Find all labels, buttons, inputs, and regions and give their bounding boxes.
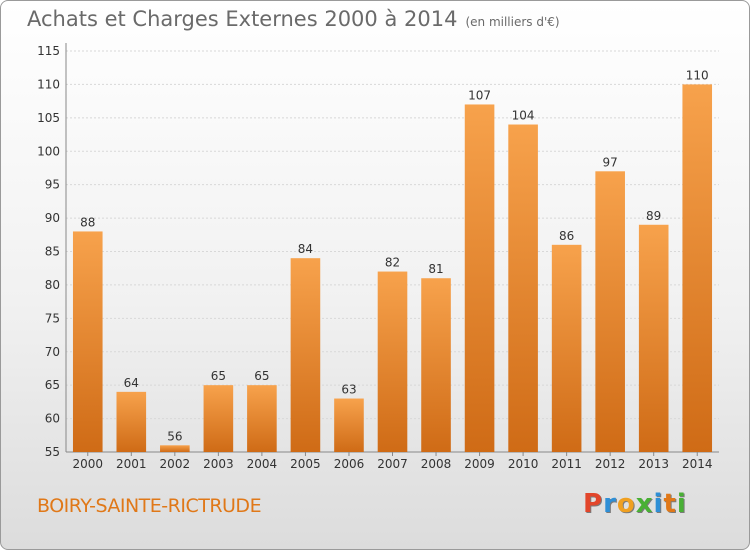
- bar: [464, 104, 495, 452]
- bar: [203, 385, 234, 452]
- y-tick-label: 65: [45, 378, 60, 392]
- y-tick-label: 95: [45, 178, 60, 192]
- data-label: 81: [428, 262, 443, 276]
- chart-title: Achats et Charges Externes 2000 à 2014 (e…: [27, 7, 560, 31]
- logo-letter: P: [583, 489, 604, 519]
- data-label: 65: [211, 369, 226, 383]
- y-tick-label: 70: [45, 345, 60, 359]
- x-tick-label: 2005: [290, 457, 321, 471]
- data-label: 63: [341, 383, 356, 397]
- bar: [377, 271, 408, 452]
- bar: [116, 391, 147, 452]
- bar: [682, 84, 713, 453]
- x-tick-label: 2007: [377, 457, 408, 471]
- data-label: 104: [512, 109, 535, 123]
- logo-letter: o: [616, 489, 636, 519]
- y-tick-label: 105: [37, 111, 60, 125]
- x-tick-label: 2002: [160, 457, 191, 471]
- x-tick-label: 2004: [247, 457, 278, 471]
- y-tick-label: 55: [45, 445, 60, 459]
- logo-letter: x: [635, 489, 654, 519]
- bar: [247, 385, 277, 452]
- bar: [334, 398, 364, 452]
- y-tick-label: 60: [45, 412, 60, 426]
- data-label: 84: [298, 242, 313, 256]
- x-tick-label: 2000: [72, 457, 103, 471]
- x-tick-label: 2014: [682, 457, 713, 471]
- x-tick-label: 2006: [334, 457, 365, 471]
- logo-letter: i: [676, 489, 687, 519]
- data-label: 65: [254, 369, 269, 383]
- y-tick-label: 110: [37, 77, 60, 91]
- x-tick-label: 2001: [116, 457, 147, 471]
- logo-letter: i: [653, 489, 664, 519]
- data-label: 56: [167, 429, 182, 443]
- y-tick-label: 80: [45, 278, 60, 292]
- city-name: BOIRY-SAINTE-RICTRUDE: [37, 495, 262, 517]
- y-tick-label: 115: [37, 44, 60, 58]
- y-tick-label: 90: [45, 211, 60, 225]
- y-tick-label: 75: [45, 311, 60, 325]
- bar: [72, 231, 103, 452]
- x-tick-label: 2013: [638, 457, 669, 471]
- data-labels: 88 64 56 65 65 84 63 82 81 107 104 86 97 89 110: [80, 68, 709, 443]
- data-label: 82: [385, 256, 400, 270]
- bar: [638, 224, 669, 452]
- bar: [595, 171, 625, 453]
- data-label: 97: [603, 155, 618, 169]
- bar: [421, 278, 451, 452]
- y-tick-label: 85: [45, 245, 60, 259]
- x-tick-label: 2010: [508, 457, 539, 471]
- x-tick-label: 2009: [464, 457, 495, 471]
- bar: [160, 445, 190, 452]
- bar: [508, 124, 538, 453]
- x-tick-label: 2011: [551, 457, 582, 471]
- x-tick-label: 2003: [203, 457, 234, 471]
- chart-subtitle: (en milliers d'€): [465, 15, 560, 29]
- axes: 55 60 65 70 75 80 85 90 95 100 105 110 115 2000 2001 20…: [37, 43, 719, 471]
- bar: [290, 258, 321, 452]
- bar: [551, 244, 582, 452]
- data-label: 88: [80, 215, 95, 229]
- y-tick-label: 100: [37, 144, 60, 158]
- data-label: 107: [468, 88, 491, 102]
- logo-letter: r: [603, 489, 617, 519]
- x-tick-label: 2008: [421, 457, 452, 471]
- logo-letter: t: [663, 489, 677, 519]
- data-label: 86: [559, 229, 574, 243]
- data-label: 64: [124, 376, 139, 390]
- bars: [72, 84, 713, 453]
- data-label: 110: [686, 68, 709, 82]
- proxiti-logo: Proxiti: [583, 489, 687, 519]
- data-label: 89: [646, 209, 661, 223]
- x-tick-label: 2012: [595, 457, 626, 471]
